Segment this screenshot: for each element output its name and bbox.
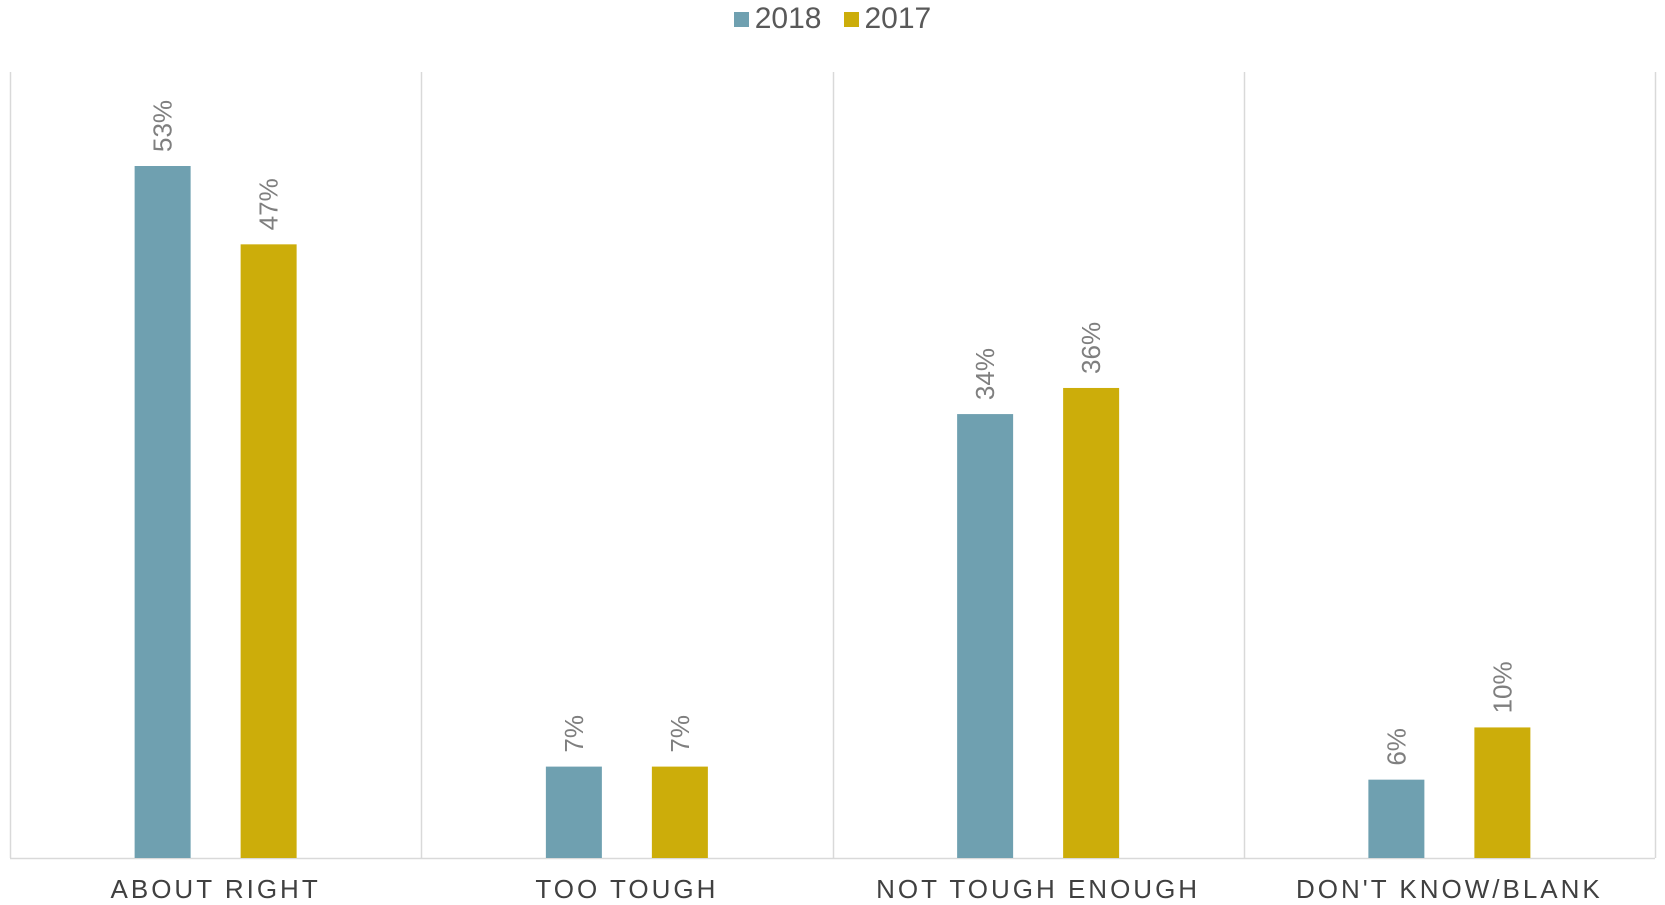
legend-swatch-2018 [733, 11, 749, 27]
legend-item-2018: 2018 [733, 2, 822, 36]
bar-2018-3 [1368, 779, 1425, 858]
data-label-2017-2: 36% [1076, 322, 1106, 374]
data-label-2018-3: 6% [1381, 728, 1411, 766]
data-label-2017-1: 7% [665, 715, 695, 753]
category-label-0: ABOUT RIGHT [111, 874, 321, 904]
bar-2017-0 [240, 244, 297, 859]
data-label-2017-3: 10% [1487, 661, 1517, 713]
bar-2018-0 [134, 166, 191, 858]
bar-2018-1 [545, 766, 602, 858]
bar-2017-2 [1063, 387, 1120, 858]
legend-swatch-2017 [843, 11, 859, 27]
data-label-2017-0: 47% [254, 178, 284, 230]
data-label-2018-0: 53% [148, 100, 178, 152]
data-label-2018-1: 7% [559, 715, 589, 753]
legend-label-2018: 2018 [754, 2, 822, 35]
legend-label-2017: 2017 [864, 2, 932, 35]
category-label-2: NOT TOUGH ENOUGH [876, 874, 1200, 904]
category-label-1: TOO TOUGH [535, 874, 718, 904]
bar-2017-1 [651, 766, 708, 858]
legend: 2018 2017 [0, 2, 1665, 36]
category-label-3: DON'T KNOW/BLANK [1296, 874, 1603, 904]
legend-item-2017: 2017 [843, 2, 932, 36]
data-label-2018-2: 34% [970, 348, 1000, 400]
bar-2018-2 [957, 414, 1014, 858]
bar-2017-3 [1474, 727, 1531, 858]
